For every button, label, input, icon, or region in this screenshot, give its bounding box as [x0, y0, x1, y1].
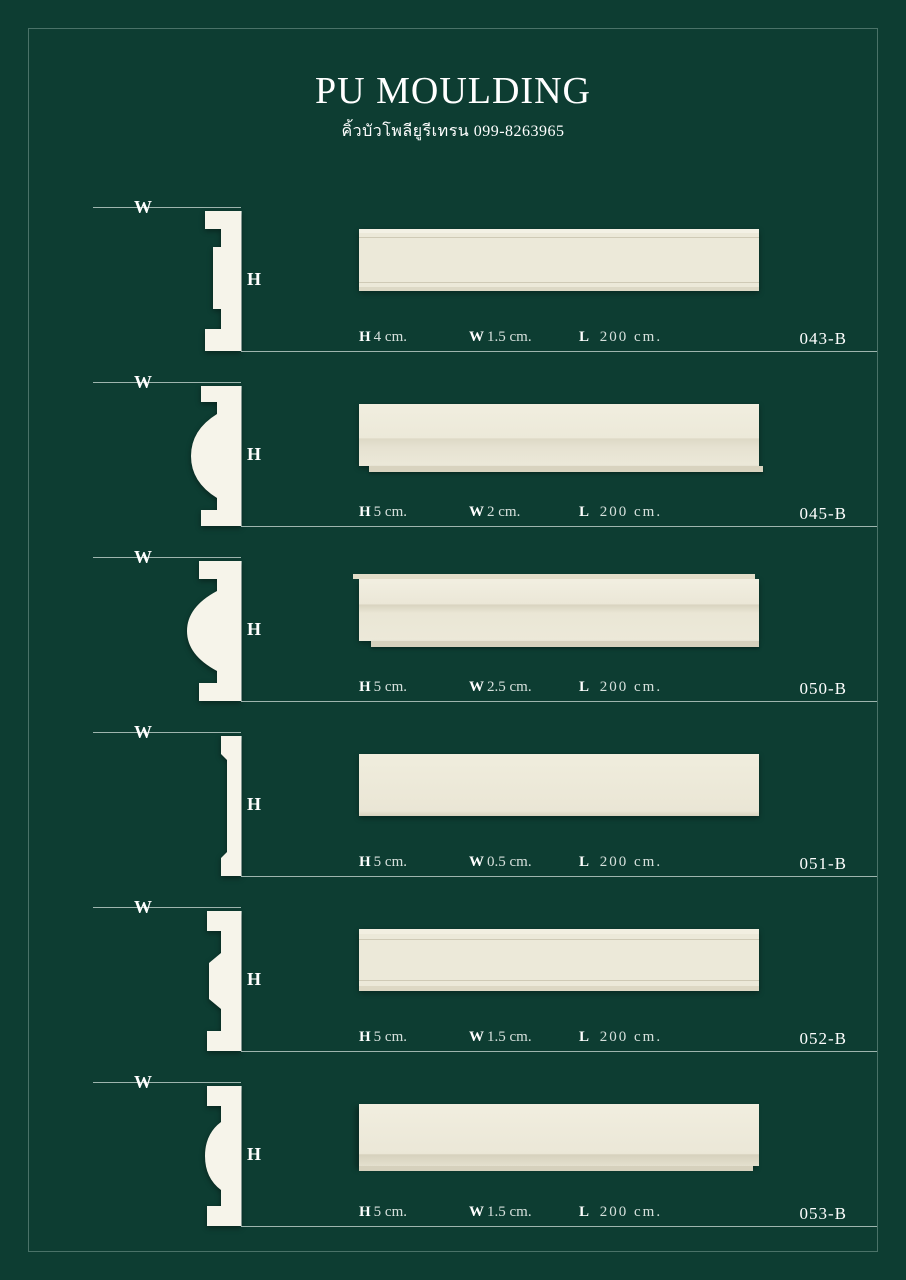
width-guide-line: [93, 207, 241, 208]
dim-height: H4 cm.: [359, 329, 469, 349]
height-guide-line: [241, 911, 242, 1051]
catalog-row: W H H4 cm. W1.5 cm. L 200 cm. 043-B: [29, 197, 877, 372]
product-code: 052-B: [800, 1029, 848, 1049]
dim-width: W2 cm.: [469, 504, 579, 524]
dim-height: H5 cm.: [359, 1029, 469, 1049]
header: PU MOULDING คิ้วบัวโพลียูรีเทรน 099-8263…: [29, 29, 877, 144]
height-label: H: [247, 1144, 261, 1165]
dim-height: H5 cm.: [359, 679, 469, 699]
width-guide-line: [93, 732, 241, 733]
page-subtitle: คิ้วบัวโพลียูรีเทรน 099-8263965: [29, 119, 877, 144]
height-label: H: [247, 794, 261, 815]
dim-height: H5 cm.: [359, 1204, 469, 1224]
height-guide-line: [241, 736, 242, 876]
product-code: 043-B: [800, 329, 848, 349]
catalog-row: W H H5 cm. W2 cm. L 200 cm. 045-B: [29, 372, 877, 547]
row-divider: [241, 1051, 877, 1052]
width-guide-line: [93, 382, 241, 383]
catalog-row: W H H5 cm. W0.5 cm. L 200 cm. 051-B: [29, 722, 877, 897]
dim-width: W1.5 cm.: [469, 1029, 579, 1049]
width-label: W: [134, 722, 152, 743]
width-label: W: [134, 372, 152, 393]
height-guide-line: [241, 561, 242, 701]
moulding-strip: [359, 404, 759, 466]
row-divider: [241, 701, 877, 702]
dim-width: W2.5 cm.: [469, 679, 579, 699]
height-label: H: [247, 444, 261, 465]
width-guide-line: [93, 557, 241, 558]
dim-width: W1.5 cm.: [469, 1204, 579, 1224]
dim-length: L 200 cm.: [579, 1204, 689, 1224]
width-label: W: [134, 197, 152, 218]
height-label: H: [247, 269, 261, 290]
dim-length: L 200 cm.: [579, 329, 689, 349]
moulding-strip: [359, 579, 759, 641]
moulding-profile-icon: [177, 1086, 241, 1226]
height-label: H: [247, 969, 261, 990]
row-divider: [241, 351, 877, 352]
row-divider: [241, 526, 877, 527]
dim-height: H5 cm.: [359, 854, 469, 874]
moulding-strip: [359, 229, 759, 291]
height-guide-line: [241, 211, 242, 351]
dim-length: L 200 cm.: [579, 854, 689, 874]
moulding-profile-icon: [177, 561, 241, 701]
dim-width: W0.5 cm.: [469, 854, 579, 874]
catalog-row: W H H5 cm. W1.5 cm. L 200 cm. 052-B: [29, 897, 877, 1072]
moulding-strip: [359, 1104, 759, 1166]
catalog-rows: W H H4 cm. W1.5 cm. L 200 cm. 043-B W H …: [29, 197, 877, 1247]
dimension-row: H5 cm. W2 cm. L 200 cm. 045-B: [359, 504, 847, 524]
dim-length: L 200 cm.: [579, 504, 689, 524]
product-code: 051-B: [800, 854, 848, 874]
row-divider: [241, 1226, 877, 1227]
width-label: W: [134, 547, 152, 568]
product-code: 053-B: [800, 1204, 848, 1224]
moulding-profile-icon: [177, 211, 241, 351]
width-guide-line: [93, 1082, 241, 1083]
page-title: PU MOULDING: [29, 69, 877, 113]
dimension-row: H5 cm. W2.5 cm. L 200 cm. 050-B: [359, 679, 847, 699]
moulding-profile-icon: [177, 386, 241, 526]
width-guide-line: [93, 907, 241, 908]
moulding-strip: [359, 929, 759, 991]
dimension-row: H5 cm. W0.5 cm. L 200 cm. 051-B: [359, 854, 847, 874]
dimension-row: H5 cm. W1.5 cm. L 200 cm. 052-B: [359, 1029, 847, 1049]
row-divider: [241, 876, 877, 877]
dim-length: L 200 cm.: [579, 1029, 689, 1049]
moulding-strip: [359, 754, 759, 816]
width-label: W: [134, 1072, 152, 1093]
width-label: W: [134, 897, 152, 918]
dim-width: W1.5 cm.: [469, 329, 579, 349]
page-frame: PU MOULDING คิ้วบัวโพลียูรีเทรน 099-8263…: [28, 28, 878, 1252]
dimension-row: H5 cm. W1.5 cm. L 200 cm. 053-B: [359, 1204, 847, 1224]
product-code: 050-B: [800, 679, 848, 699]
height-guide-line: [241, 1086, 242, 1226]
dim-length: L 200 cm.: [579, 679, 689, 699]
catalog-row: W H H5 cm. W1.5 cm. L 200 cm. 053-B: [29, 1072, 877, 1247]
height-guide-line: [241, 386, 242, 526]
dim-height: H5 cm.: [359, 504, 469, 524]
product-code: 045-B: [800, 504, 848, 524]
moulding-profile-icon: [177, 911, 241, 1051]
moulding-profile-icon: [177, 736, 241, 876]
dimension-row: H4 cm. W1.5 cm. L 200 cm. 043-B: [359, 329, 847, 349]
catalog-row: W H H5 cm. W2.5 cm. L 200 cm. 050-B: [29, 547, 877, 722]
height-label: H: [247, 619, 261, 640]
